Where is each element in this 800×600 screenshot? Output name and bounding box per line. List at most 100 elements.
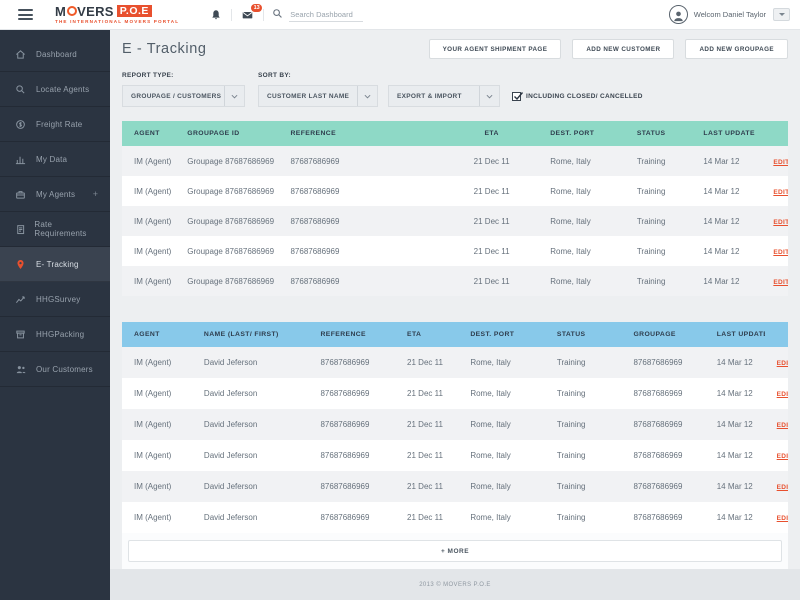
sidebar-item-freight-rate[interactable]: Freight Rate [0, 107, 110, 142]
cell-dest-port: Rome, Italy [470, 420, 511, 429]
cell-name: David Jeferson [203, 451, 258, 460]
cell-status: Training [636, 216, 666, 226]
column-header: DEST. PORT [538, 121, 625, 146]
logo-text-mid: VERS [77, 3, 114, 19]
column-header [761, 121, 788, 146]
cell-reference: 87687686969 [320, 420, 370, 429]
cell-reference: 87687686969 [290, 216, 340, 226]
sidebar-item-e-tracking[interactable]: E- Tracking [0, 247, 110, 282]
brand-logo: M VERS P.O.E THE INTERNATIONAL MOVERS PO… [55, 5, 179, 25]
cell-edit: EDIT [765, 471, 788, 502]
report-type-label: REPORT TYPE: [122, 72, 174, 79]
column-header: NAME (LAST/ FIRST) [191, 322, 309, 347]
bar-chart-icon [15, 153, 28, 165]
sidebar-item-my-agents[interactable]: My Agents + [0, 177, 110, 212]
cell-edit: EDIT [761, 176, 788, 206]
sidebar-item-locate-agents[interactable]: Locate Agents [0, 72, 110, 107]
load-more-button[interactable]: + MORE [128, 540, 782, 562]
cell-status: Training [556, 482, 586, 491]
logo-o-ring-icon [66, 6, 77, 17]
edit-link[interactable]: EDIT [776, 484, 788, 491]
cell-dest-port: Rome, Italy [470, 451, 511, 460]
sidebar-item-hhgsurvey[interactable]: HHGSurvey [0, 282, 110, 317]
edit-link[interactable]: EDIT [776, 453, 788, 460]
edit-link[interactable]: EDIT [776, 360, 788, 367]
table-row: IM (Agent) Groupage 87687686969 8768768696… [122, 176, 788, 206]
sidebar-item-our-customers[interactable]: Our Customers [0, 352, 110, 387]
edit-link[interactable]: EDIT [776, 515, 788, 522]
expand-plus-icon[interactable]: + [92, 189, 98, 199]
cell-agent: IM (Agent) [134, 246, 172, 256]
cell-eta: 21 Dec 11 [473, 186, 510, 196]
column-header: REFERENCE [308, 322, 396, 347]
hamburger-menu-icon[interactable] [18, 7, 33, 23]
document-icon [15, 223, 26, 235]
edit-link[interactable]: EDIT [773, 188, 788, 196]
report-type-group: REPORT TYPE: GROUPAGE / CUSTOMERS [122, 72, 245, 107]
sidebar-item-label: HHGSurvey [36, 294, 81, 304]
edit-link[interactable]: EDIT [773, 158, 788, 166]
edit-link[interactable]: EDIT [773, 278, 788, 286]
cell-dest-port: Rome, Italy [550, 216, 591, 226]
add-new-groupage-button[interactable]: ADD NEW GROUPAGE [685, 39, 788, 59]
edit-link[interactable]: EDIT [776, 391, 788, 398]
checkbox-check-icon[interactable] [512, 91, 524, 101]
export-import-select[interactable]: EXPORT & IMPORT [388, 85, 500, 107]
edit-link[interactable]: EDIT [773, 248, 788, 256]
table-row: IM (Agent) David Jeferson 87687686969 21 De… [122, 471, 788, 502]
cell-edit: EDIT [765, 502, 788, 533]
search-input[interactable] [289, 7, 364, 22]
cell-last-update: 14 Mar 12 [703, 186, 740, 196]
table-row: IM (Agent) David Jeferson 87687686969 21 De… [122, 502, 788, 533]
notifications-bell-icon[interactable] [201, 9, 231, 21]
edit-link[interactable]: EDIT [776, 422, 788, 429]
cell-name: David Jeferson [203, 420, 258, 429]
column-header: GROUPAGE [621, 322, 705, 347]
user-avatar-icon[interactable] [668, 5, 688, 24]
divider [263, 8, 265, 21]
cell-last-update: 14 Mar 12 [703, 276, 740, 286]
your-agent-shipment-page-button[interactable]: YOUR AGENT SHIPMENT PAGE [428, 39, 562, 59]
cell-edit: EDIT [765, 409, 788, 440]
cell-last-update: 14 Mar 12 [716, 389, 753, 398]
cell-groupage-id: Groupage 87687686969 [187, 156, 275, 166]
cell-groupage-id: Groupage 87687686969 [187, 216, 275, 226]
cell-agent: IM (Agent) [134, 451, 172, 460]
cell-dest-port: Rome, Italy [550, 156, 591, 166]
column-header: AGENT [122, 322, 192, 347]
map-pin-icon [15, 258, 28, 270]
customers-table: AGENT NAME (LAST/ FIRST) REFERENCE ETA DEST.… [122, 322, 788, 533]
messages-envelope-icon[interactable]: 13 [232, 3, 263, 21]
cell-groupage: 87687686969 [633, 358, 683, 367]
edit-link[interactable]: EDIT [773, 218, 788, 226]
sidebar-item-rate-requirements[interactable]: Rate Requirements [0, 212, 110, 247]
sidebar-item-my-data[interactable]: My Data [0, 142, 110, 177]
sidebar-item-hhgpacking[interactable]: HHGPacking [0, 317, 110, 352]
chevron-down-icon [357, 86, 377, 106]
cell-eta: 21 Dec 11 [473, 216, 510, 226]
column-header: LAST UPDATE [691, 121, 762, 146]
groupage-table-header: AGENT GROUPAGE ID REFERENCE ETA DEST. PORT ST… [122, 121, 788, 146]
including-closed-checkbox[interactable]: INCLUDING CLOSED/ CANCELLED [512, 85, 643, 107]
cell-reference: 87687686969 [320, 482, 370, 491]
search-icon [15, 83, 28, 95]
people-icon [15, 363, 28, 375]
sort-field-select[interactable]: CUSTOMER LAST NAME [258, 85, 378, 107]
cell-dest-port: Rome, Italy [550, 186, 591, 196]
user-dropdown-button[interactable] [773, 8, 790, 21]
cell-status: Training [636, 276, 666, 286]
cell-last-update: 14 Mar 12 [703, 246, 740, 256]
sidebar-item-label: My Data [36, 154, 68, 164]
checkbox-label: INCLUDING CLOSED/ CANCELLED [526, 92, 643, 100]
add-new-customer-button[interactable]: ADD NEW CUSTOMER [572, 39, 675, 59]
column-header: STATUS [624, 121, 692, 146]
column-header: REFERENCE [278, 121, 445, 146]
report-type-select[interactable]: GROUPAGE / CUSTOMERS [122, 85, 245, 107]
table-row: IM (Agent) Groupage 87687686969 8768768696… [122, 266, 788, 296]
cell-edit: EDIT [765, 347, 788, 378]
cell-groupage: 87687686969 [633, 420, 683, 429]
chevron-down-icon [778, 13, 785, 16]
cell-eta: 21 Dec 11 [473, 156, 510, 166]
main-content: E - Tracking YOUR AGENT SHIPMENT PAGE ADD… [110, 30, 800, 600]
sidebar-item-dashboard[interactable]: Dashboard [0, 37, 110, 72]
